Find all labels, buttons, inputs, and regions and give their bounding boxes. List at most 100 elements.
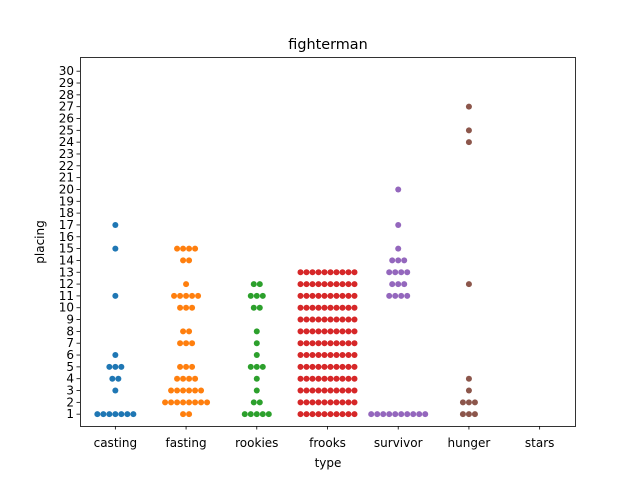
- point-frooks: [351, 411, 358, 418]
- point-fasting: [177, 292, 184, 299]
- point-frooks: [327, 340, 334, 347]
- point-casting: [130, 411, 137, 418]
- point-casting: [118, 363, 125, 370]
- x-axis: casting fasting rookies frooks survivor hunge…: [94, 426, 554, 450]
- y-axis-label: placing: [33, 220, 47, 263]
- point-frooks: [315, 352, 322, 359]
- x-tick-label-frooks: frooks: [309, 436, 346, 450]
- point-frooks: [297, 281, 304, 288]
- point-rookies: [247, 411, 254, 418]
- point-survivor: [392, 411, 399, 418]
- point-frooks: [345, 281, 352, 288]
- y-tick-label: 10: [59, 301, 74, 315]
- point-frooks: [321, 399, 328, 406]
- point-frooks: [351, 281, 358, 288]
- point-frooks: [345, 304, 352, 311]
- point-survivor: [410, 411, 417, 418]
- point-frooks: [321, 352, 328, 359]
- point-frooks: [339, 304, 346, 311]
- point-frooks: [315, 387, 322, 394]
- point-frooks: [303, 316, 310, 323]
- point-frooks: [297, 340, 304, 347]
- point-fasting: [177, 363, 184, 370]
- point-fasting: [183, 281, 190, 288]
- point-frooks: [351, 292, 358, 299]
- point-frooks: [345, 316, 352, 323]
- point-frooks: [333, 411, 340, 418]
- y-tick-label: 26: [59, 112, 74, 126]
- point-frooks: [351, 363, 358, 370]
- point-frooks: [315, 399, 322, 406]
- point-frooks: [339, 375, 346, 382]
- point-frooks: [321, 269, 328, 276]
- point-frooks: [339, 340, 346, 347]
- x-tick-label-casting: casting: [94, 436, 137, 450]
- point-survivor: [404, 292, 411, 299]
- x-tick-label-fasting: fasting: [166, 436, 207, 450]
- point-frooks: [339, 269, 346, 276]
- point-frooks: [351, 375, 358, 382]
- point-casting: [112, 245, 119, 252]
- point-survivor: [389, 281, 396, 288]
- point-frooks: [327, 375, 334, 382]
- point-frooks: [333, 304, 340, 311]
- point-rookies: [253, 375, 260, 382]
- y-tick-label: 27: [59, 100, 74, 114]
- point-survivor: [404, 269, 411, 276]
- point-rookies: [253, 363, 260, 370]
- point-frooks: [345, 328, 352, 335]
- point-frooks: [321, 363, 328, 370]
- point-fasting: [204, 399, 211, 406]
- point-frooks: [327, 316, 334, 323]
- point-frooks: [351, 352, 358, 359]
- point-casting: [112, 411, 119, 418]
- point-fasting: [183, 304, 190, 311]
- point-fasting: [189, 340, 196, 347]
- point-frooks: [327, 399, 334, 406]
- point-frooks: [339, 316, 346, 323]
- point-survivor: [380, 411, 387, 418]
- point-frooks: [321, 340, 328, 347]
- point-frooks: [327, 292, 334, 299]
- point-frooks: [351, 328, 358, 335]
- y-tick-label: 22: [59, 159, 74, 173]
- point-fasting: [192, 387, 199, 394]
- point-survivor: [368, 411, 375, 418]
- point-frooks: [315, 304, 322, 311]
- point-frooks: [303, 375, 310, 382]
- point-fasting: [186, 411, 193, 418]
- y-tick-label: 19: [59, 194, 74, 208]
- point-fasting: [177, 304, 184, 311]
- x-tick-label-hunger: hunger: [448, 436, 491, 450]
- point-rookies: [265, 411, 272, 418]
- point-frooks: [345, 399, 352, 406]
- point-frooks: [315, 281, 322, 288]
- y-tick-label: 11: [59, 289, 74, 303]
- point-frooks: [333, 269, 340, 276]
- point-frooks: [303, 399, 310, 406]
- point-casting: [94, 411, 101, 418]
- point-frooks: [339, 328, 346, 335]
- point-fasting: [180, 257, 187, 264]
- point-survivor: [398, 292, 405, 299]
- point-frooks: [345, 375, 352, 382]
- point-frooks: [327, 387, 334, 394]
- point-fasting: [186, 375, 193, 382]
- point-frooks: [315, 269, 322, 276]
- point-rookies: [253, 411, 260, 418]
- x-tick-label-rookies: rookies: [235, 436, 278, 450]
- point-fasting: [192, 399, 199, 406]
- y-tick-label: 28: [59, 88, 74, 102]
- point-frooks: [333, 387, 340, 394]
- point-frooks: [333, 281, 340, 288]
- point-frooks: [333, 340, 340, 347]
- y-tick-label: 9: [66, 313, 74, 327]
- point-frooks: [321, 375, 328, 382]
- y-tick-label: 6: [66, 348, 74, 362]
- point-fasting: [174, 399, 181, 406]
- point-fasting: [186, 387, 193, 394]
- point-frooks: [339, 387, 346, 394]
- point-frooks: [351, 316, 358, 323]
- point-frooks: [321, 304, 328, 311]
